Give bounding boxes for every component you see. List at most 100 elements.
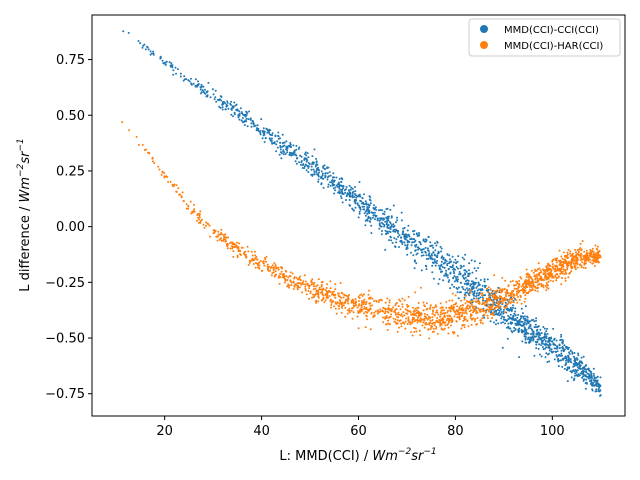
scatter-point — [387, 311, 390, 314]
scatter-point — [396, 219, 399, 222]
scatter-point — [200, 83, 203, 86]
scatter-point — [535, 273, 538, 276]
scatter-point — [425, 317, 428, 319]
scatter-point — [484, 300, 487, 302]
scatter-point — [354, 194, 357, 197]
scatter-point — [418, 247, 421, 250]
scatter-point — [579, 263, 582, 266]
scatter-point — [451, 292, 454, 295]
scatter-point — [430, 253, 433, 256]
scatter-point — [538, 267, 541, 270]
scatter-point — [247, 250, 250, 253]
scatter-point — [384, 248, 387, 251]
scatter-point — [231, 241, 234, 244]
scatter-point — [197, 216, 200, 219]
scatter-point — [547, 273, 550, 276]
scatter-point — [258, 264, 261, 267]
scatter-point — [235, 244, 238, 247]
scatter-point — [556, 347, 559, 350]
scatter-point — [351, 307, 354, 310]
scatter-point — [361, 301, 363, 304]
scatter-point — [423, 304, 426, 307]
scatter-point — [495, 319, 498, 322]
scatter-point — [411, 241, 414, 244]
scatter-point — [567, 355, 570, 358]
scatter-point — [370, 232, 373, 234]
scatter-point — [493, 295, 496, 298]
scatter-point — [528, 338, 531, 341]
scatter-point — [390, 313, 393, 316]
scatter-point — [526, 286, 529, 289]
scatter-point — [312, 288, 315, 291]
scatter-point — [547, 263, 550, 266]
scatter-point — [469, 300, 472, 303]
scatter-point — [277, 276, 280, 279]
scatter-point — [587, 259, 590, 262]
scatter-point — [224, 238, 227, 241]
scatter-point — [295, 148, 298, 151]
scatter-point — [522, 324, 525, 327]
x-axis-label: L: MMD(CCI) / Wm−2sr−1 — [279, 447, 436, 464]
scatter-point — [551, 276, 554, 279]
scatter-point — [429, 316, 432, 319]
scatter-point — [542, 326, 545, 328]
scatter-point — [445, 274, 448, 277]
scatter-point — [527, 281, 530, 283]
scatter-point — [498, 311, 500, 314]
scatter-point — [332, 172, 335, 175]
scatter-point — [359, 208, 362, 211]
scatter-point — [287, 286, 290, 289]
scatter-point — [324, 168, 326, 171]
scatter-point — [236, 241, 238, 244]
scatter-point — [452, 264, 454, 267]
scatter-point — [485, 308, 488, 311]
scatter-point — [338, 183, 341, 186]
scatter-point — [409, 311, 412, 314]
scatter-point — [304, 289, 307, 292]
scatter-point — [422, 254, 425, 257]
scatter-point — [313, 173, 316, 176]
scatter-point — [440, 260, 443, 263]
scatter-point — [351, 207, 354, 210]
scatter-point — [447, 280, 450, 283]
scatter-point — [385, 323, 387, 326]
scatter-point — [274, 265, 277, 268]
scatter-point — [463, 315, 466, 318]
scatter-point — [402, 227, 405, 230]
scatter-point — [146, 46, 149, 49]
scatter-point — [185, 207, 188, 210]
scatter-point — [453, 280, 456, 283]
scatter-point — [506, 326, 508, 329]
scatter-point — [473, 292, 476, 295]
scatter-point — [424, 240, 427, 243]
scatter-point — [334, 283, 337, 286]
scatter-point — [316, 163, 319, 166]
scatter-point — [396, 216, 398, 219]
scatter-point — [492, 311, 495, 314]
scatter-point — [256, 262, 258, 265]
scatter-point — [411, 313, 414, 316]
scatter-point — [218, 233, 221, 236]
scatter-point — [299, 154, 301, 157]
scatter-point — [386, 232, 389, 235]
scatter-point — [238, 114, 241, 117]
scatter-point — [597, 252, 600, 255]
scatter-point — [549, 270, 552, 273]
scatter-point — [363, 298, 366, 301]
scatter-point — [260, 118, 263, 121]
scatter-point — [506, 337, 509, 340]
scatter-point — [256, 258, 259, 261]
scatter-point — [421, 248, 424, 251]
scatter-point — [369, 307, 372, 310]
scatter-point — [199, 86, 202, 89]
scatter-point — [384, 312, 386, 315]
scatter-point — [495, 301, 498, 304]
scatter-point — [222, 237, 225, 240]
scatter-point — [446, 276, 449, 279]
scatter-point — [585, 259, 588, 262]
scatter-point — [562, 358, 565, 361]
scatter-point — [527, 336, 530, 339]
scatter-point — [385, 316, 388, 319]
scatter-point — [306, 164, 309, 167]
scatter-point — [197, 83, 200, 85]
